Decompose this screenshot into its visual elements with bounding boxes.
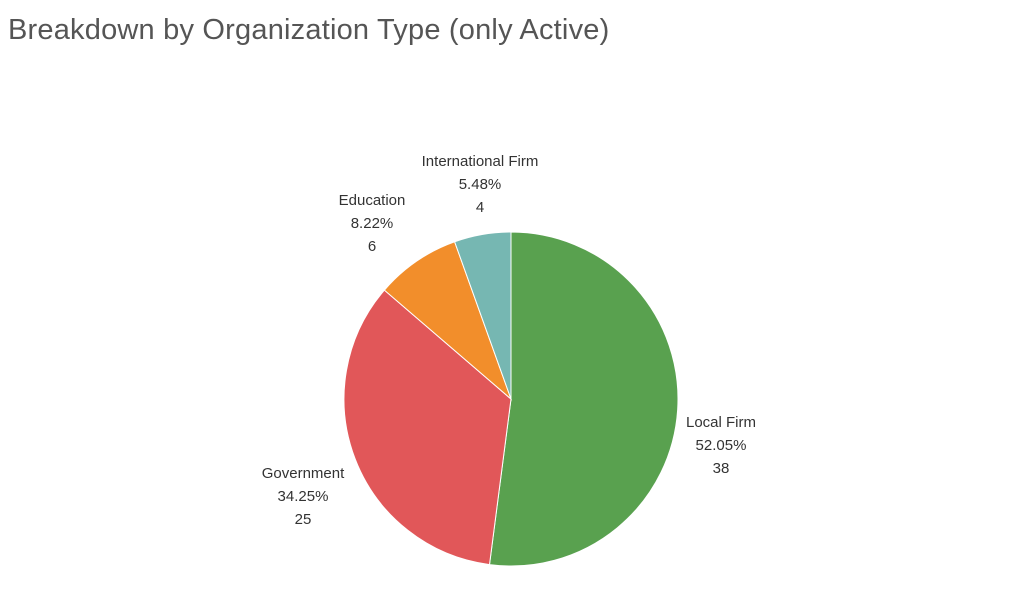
slice-label-percent: 52.05% (695, 437, 747, 454)
slice-label-name: International Firm (421, 153, 539, 170)
slice-label-value: 25 (294, 511, 312, 528)
slice-label-value: 38 (712, 460, 730, 477)
slice-label-percent: 34.25% (277, 488, 329, 505)
slice-label-percent: 8.22% (350, 215, 394, 232)
pie-slice-local-firm[interactable] (488, 231, 679, 567)
slice-label-government: Government 34.25% 25 (262, 462, 345, 531)
pie-slice-government[interactable] (343, 289, 512, 566)
slice-label-local-firm: Local Firm 52.05% 38 (686, 411, 756, 480)
slice-label-name: Local Firm (685, 414, 757, 431)
slice-label-value: 6 (367, 238, 377, 255)
slice-label-percent: 5.48% (458, 176, 502, 193)
slice-label-value: 4 (475, 199, 485, 216)
slice-label-name: Education (338, 192, 406, 209)
slice-label-education: Education 8.22% 6 (339, 189, 406, 258)
slice-label-international-firm: International Firm 5.48% 4 (422, 150, 539, 219)
chart-title: Breakdown by Organization Type (only Act… (8, 14, 610, 46)
pie-slice-international-firm[interactable] (453, 231, 512, 400)
slice-label-name: Government (261, 465, 345, 482)
pie-slice-education[interactable] (383, 241, 513, 401)
